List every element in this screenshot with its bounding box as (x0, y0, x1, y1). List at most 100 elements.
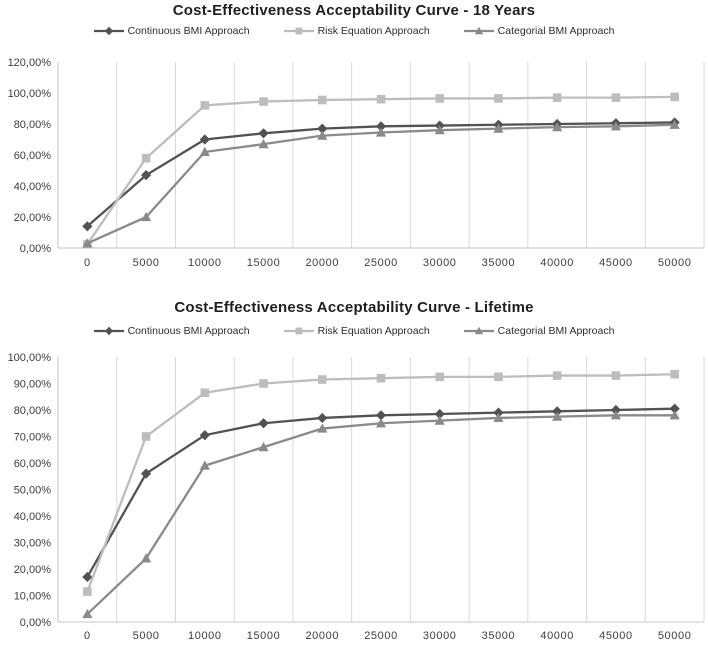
data-point-triangle (552, 411, 563, 421)
y-tick-label: 90,00% (14, 379, 52, 391)
legend-item-square: Risk Equation Approach (283, 25, 430, 37)
data-point-square (494, 94, 503, 103)
x-tick-label: 25000 (364, 257, 398, 269)
legend-item-triangle: Categorial BMI Approach (463, 25, 615, 37)
legend-item-square: Risk Equation Approach (283, 325, 430, 337)
data-point-square (259, 97, 268, 106)
legend-label: Categorial BMI Approach (497, 325, 615, 337)
x-tick-label: 15000 (247, 257, 281, 269)
data-point-triangle (610, 410, 622, 420)
x-tick-label: 15000 (247, 630, 281, 642)
x-tick-label: 5000 (133, 257, 160, 269)
y-tick-label: 120,00% (8, 57, 52, 69)
data-point-square (552, 371, 562, 380)
data-point-triangle (669, 410, 680, 420)
y-tick-label: 40,00% (14, 181, 52, 193)
chart-lifetime: Cost-Effectiveness Acceptability Curve -… (0, 290, 708, 656)
x-tick-label: 35000 (482, 630, 516, 642)
legend-item-diamond: Continuous BMI Approach (93, 325, 250, 337)
y-tick-label: 100,00% (8, 88, 52, 100)
data-point-diamond (82, 571, 93, 583)
plot-area-lifetime: 0,00% 10,00% 20,00% 30,00% 40,00% 50,00% 60,00… (8, 352, 705, 642)
data-point-diamond (434, 408, 445, 420)
chart-18-years: Cost-Effectiveness Acceptability Curve -… (0, 0, 708, 290)
x-tick-label: 10000 (188, 257, 222, 269)
chart-title-18-years: Cost-Effectiveness Acceptability Curve -… (172, 2, 536, 19)
chart-title-lifetime: Cost-Effectiveness Acceptability Curve -… (174, 299, 534, 316)
data-point-square (435, 372, 445, 382)
x-tick-label: 25000 (364, 630, 398, 642)
legend-lifetime: Continuous BMI Approach Risk Equation App… (0, 325, 708, 337)
data-point-triangle (375, 418, 387, 428)
data-point-triangle (493, 123, 504, 133)
data-point-triangle (82, 238, 93, 248)
legend-label: Risk Equation Approach (317, 25, 430, 37)
data-point-triangle (140, 211, 152, 222)
legend-item-diamond: Continuous BMI Approach (93, 25, 250, 37)
y-tick-label: 80,00% (14, 119, 52, 131)
data-point-square (611, 93, 621, 102)
data-point-square (317, 375, 327, 384)
data-point-triangle (434, 125, 445, 135)
data-point-square (494, 372, 503, 382)
y-tick-label: 100,00% (8, 352, 52, 364)
x-tick-label: 30000 (423, 257, 457, 269)
data-point-triangle (199, 460, 210, 470)
data-point-square (552, 93, 562, 102)
data-point-diamond (258, 418, 269, 429)
y-tick-label: 70,00% (14, 432, 52, 444)
legend-label: Categorial BMI Approach (497, 25, 615, 37)
data-point-square (295, 327, 302, 335)
data-point-diamond (199, 134, 210, 145)
data-point-triangle (317, 423, 328, 433)
x-tick-label: 20000 (305, 630, 339, 642)
y-tick-label: 60,00% (14, 458, 52, 470)
legend-marker-triangle-icon (463, 26, 494, 35)
data-point-triangle (317, 130, 328, 140)
legend-marker-diamond-icon (93, 326, 124, 336)
data-point-square (376, 94, 386, 104)
data-point-square (83, 587, 92, 596)
data-point-square (141, 432, 151, 441)
data-point-triangle (434, 415, 445, 425)
data-point-triangle (258, 139, 269, 149)
x-tick-label: 35000 (482, 257, 516, 269)
data-point-triangle (199, 146, 210, 156)
x-tick-label: 45000 (599, 257, 633, 269)
data-point-square (611, 371, 621, 380)
data-point-square (435, 94, 445, 103)
data-point-diamond (375, 121, 387, 132)
y-tick-label: 30,00% (14, 538, 52, 550)
legend-marker-triangle-icon (463, 326, 494, 335)
y-tick-label: 20,00% (14, 212, 52, 224)
data-point-square (200, 388, 210, 398)
x-tick-label: 30000 (423, 630, 457, 642)
x-tick-label: 0 (84, 630, 91, 642)
data-point-diamond (317, 123, 328, 134)
data-point-diamond (82, 221, 93, 232)
data-point-triangle (375, 127, 387, 137)
y-tick-label: 10,00% (14, 591, 52, 603)
x-tick-label: 50000 (658, 630, 692, 642)
legend-marker-diamond-icon (93, 26, 124, 36)
data-point-square (200, 101, 210, 110)
y-tick-label: 0,00% (20, 617, 51, 629)
y-tick-label: 0,00% (20, 243, 51, 255)
data-point-square (670, 92, 679, 102)
data-point-square (295, 27, 302, 35)
data-point-triangle (493, 412, 504, 423)
data-point-diamond (610, 404, 622, 416)
x-tick-label: 50000 (658, 257, 692, 269)
data-point-diamond (140, 170, 152, 181)
y-tick-label: 60,00% (14, 150, 52, 162)
x-tick-label: 45000 (599, 630, 633, 642)
x-tick-label: 10000 (188, 630, 222, 642)
legend-label: Continuous BMI Approach (127, 325, 250, 337)
data-point-diamond (375, 410, 387, 421)
data-point-diamond (317, 412, 328, 424)
x-tick-label: 0 (84, 257, 91, 269)
x-tick-label: 40000 (540, 257, 574, 269)
data-point-triangle (610, 121, 622, 131)
x-tick-label: 20000 (305, 257, 339, 269)
data-point-triangle (474, 26, 483, 35)
